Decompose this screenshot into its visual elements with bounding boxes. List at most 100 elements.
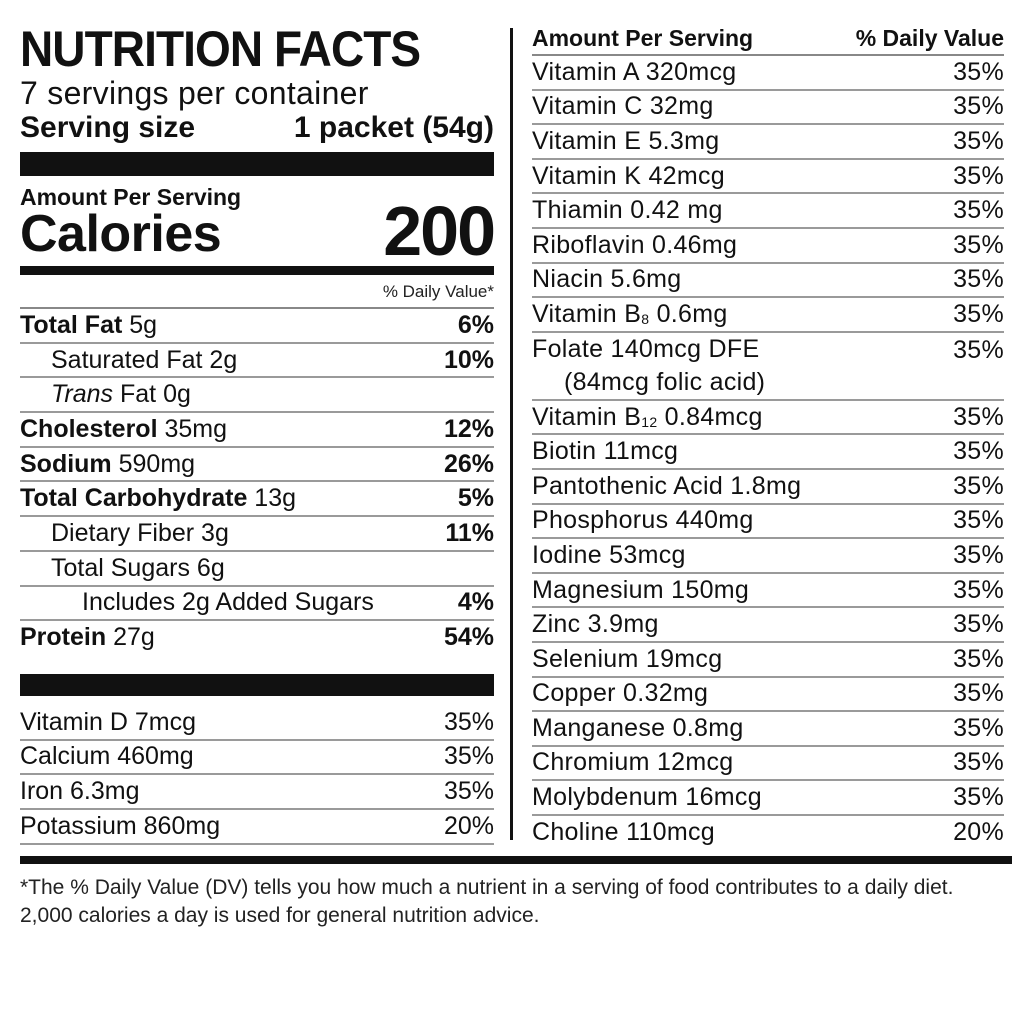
micronutrient-dv: 35% [953,783,1004,812]
nutrient-dv: 6% [457,310,494,339]
nutrient-amount: 27g [106,623,155,652]
vitamin-name: Potassium 860mg [20,811,221,840]
nutrient-amount: 35mg [157,414,228,443]
nutrient-dv: 54% [443,623,494,652]
micronutrient-name: Magnesium 150mg [532,575,750,604]
micronutrient-row: Vitamin B8 0.6mg 35% [532,298,1004,333]
micronutrient-row: Vitamin B12 0.84mcg 35% [532,401,1004,436]
serving-size-value: 1 packet (54g) [293,111,494,144]
serving-size-row: Serving size 1 packet (54g) [20,112,494,144]
micronutrient-row: Vitamin C 32mg 35% [532,91,1004,126]
micronutrient-name: Phosphorus 440mg [532,506,754,535]
micronutrient-name: Choline 110mcg [532,817,716,846]
nutrient-name: Includes 2g Added Sugars [82,588,374,617]
right-header-dv: % Daily Value [855,25,1004,51]
vitamin-dv: 35% [443,742,494,771]
nutrient-amount: 13g [247,484,297,513]
micronutrient-name: Selenium 19mcg [532,644,723,673]
micronutrient-dv: 35% [953,748,1004,777]
micronutrient-row: Vitamin K 42mcg 35% [532,160,1004,195]
micronutrient-dv: 35% [953,126,1004,155]
micronutrient-row: Pantothenic Acid 1.8mg 35% [532,470,1004,505]
subscript: 8 [641,310,650,327]
nutrient-name: Dietary Fiber 3g [51,518,229,547]
micronutrient-row: Phosphorus 440mg 35% [532,505,1004,540]
micronutrient-row: Riboflavin 0.46mg 35% [532,229,1004,264]
micronutrient-dv: 35% [953,402,1004,431]
vitamin-row-calcium: Calcium 460mg 35% [20,741,494,776]
nutrient-amount: 590mg [111,449,196,478]
micronutrient-dv: 35% [953,679,1004,708]
micronutrient-amount: 0.84mcg [657,402,763,431]
nutrient-row-protein: Protein 27g 54% [20,621,494,654]
vitamin-dv: 35% [443,777,494,806]
micronutrient-name: Zinc 3.9mg [532,610,659,639]
micronutrient-row: Copper 0.32mg 35% [532,678,1004,713]
micronutrient-row: Niacin 5.6mg 35% [532,264,1004,299]
micronutrient-name: Riboflavin 0.46mg [532,230,738,259]
micronutrient-row: Manganese 0.8mg 35% [532,712,1004,747]
micronutrient-name: Iodine 53mcg [532,540,686,569]
micronutrient-name: Vitamin A 320mcg [532,57,737,86]
micronutrient-name: Chromium 12mcg [532,748,734,777]
label-title: NUTRITION FACTS [20,21,421,77]
micronutrient-note: (84mcg folic acid) [564,367,766,396]
micronutrient-row: Choline 110mcg 20% [532,816,1004,849]
micronutrient-dv: 35% [953,57,1004,86]
calories-value: 200 [383,192,496,270]
micronutrient-name: Vitamin E 5.3mg [532,126,720,155]
nutrient-amount: Fat 0g [113,380,191,409]
calories-row: Calories 200 [20,196,496,266]
micronutrient-name: Molybdenum 16mcg [532,783,762,812]
micronutrient-dv: 35% [953,506,1004,535]
calories-label: Calories [20,205,222,263]
micronutrient-row: Selenium 19mcg 35% [532,643,1004,678]
nutrient-row-total-fat: Total Fat 5g 6% [20,309,494,344]
micronutrient-row: Biotin 11mcg 35% [532,435,1004,470]
nutrient-name: Total Sugars 6g [51,553,225,582]
micronutrient-name: Biotin 11mcg [532,437,679,466]
nutrient-dv: 11% [445,518,494,547]
micronutrient-dv: 35% [953,610,1004,639]
micronutrient-row: Chromium 12mcg 35% [532,747,1004,782]
micronutrient-amount: 0.6mg [649,299,728,328]
medium-divider [20,266,494,275]
micronutrient-dv: 35% [953,196,1004,225]
nutrient-name: Total Carbohydrate [20,484,248,513]
nutrient-row-total-sugars: Total Sugars 6g [20,552,494,587]
micronutrient-row: Vitamin A 320mcg 35% [532,56,1004,91]
nutrient-row-sodium: Sodium 590mg 26% [20,448,494,483]
nutrient-amount: 5g [122,310,158,339]
thick-divider [20,152,494,176]
micronutrient-name: Pantothenic Acid 1.8mg [532,471,802,500]
nutrient-name: Protein [20,623,107,652]
nutrition-facts-left-panel: NUTRITION FACTS 7 servings per container… [20,21,496,845]
vitamin-name: Iron 6.3mg [20,777,140,806]
micronutrient-dv: 35% [953,230,1004,259]
nutrient-dv: 26% [443,449,494,478]
nutrient-dv: 4% [457,588,494,617]
nutrient-name: Cholesterol [20,414,158,443]
micronutrient-name: Folate 140mcg DFE [532,334,760,363]
micronutrient-name: Vitamin K 42mcg [532,161,726,190]
micronutrient-name: Vitamin C 32mg [532,92,714,121]
nutrient-name: Trans [51,380,114,409]
nutrient-row-added-sugars: Includes 2g Added Sugars 4% [20,587,494,622]
column-divider [510,28,513,840]
nutrient-dv: 10% [443,345,494,374]
subscript: 12 [641,413,658,430]
micronutrient-name: Niacin 5.6mg [532,265,682,294]
amount-per-serving: Amount Per Serving [20,184,242,210]
footnote-divider [20,856,1012,864]
daily-value-header: % Daily Value* [20,275,494,309]
vitamin-dv: 20% [443,811,494,840]
nutrient-row-total-carbohydrate: Total Carbohydrate 13g 5% [20,482,494,518]
micronutrient-dv: 35% [953,92,1004,121]
micronutrient-name: Manganese 0.8mg [532,713,744,742]
micronutrient-dv: 20% [953,817,1004,846]
nutrient-name: Total Fat [20,310,123,339]
nutrient-name: Saturated Fat 2g [51,345,238,374]
micronutrient-dv: 35% [953,299,1004,328]
micronutrient-dv: 35% [953,575,1004,604]
micronutrient-row: Magnesium 150mg 35% [532,574,1004,609]
